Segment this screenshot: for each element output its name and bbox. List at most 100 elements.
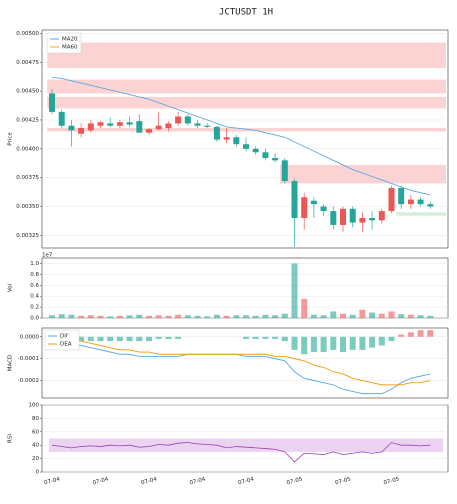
y-tick-label: 40 [32,443,39,449]
macd-bar [78,336,85,342]
candle-body [340,208,346,225]
volume-bar [136,314,143,318]
x-tick-label: 07-04 [92,476,109,486]
zone [47,128,447,132]
macd-bar [126,336,133,342]
candle-body [359,218,366,223]
y-tick-label: 0.4 [30,294,39,300]
macd-bar [107,336,114,342]
y-axis-label: MACD [8,355,14,372]
volume-bar [291,263,298,318]
macd-bar [359,336,366,350]
macd-bar [349,336,356,350]
x-tick-label: 07-04 [44,476,61,486]
candle-body [281,160,288,182]
candle-body [194,123,201,126]
candle-body [378,211,385,221]
volume-bar [213,314,220,318]
volume-bar [146,315,152,318]
series-line [51,334,431,386]
volume-bar [243,315,249,318]
rsi-band [49,438,443,452]
legend-label: MA60 [62,45,78,51]
candle-body [223,137,230,140]
macd-bar [252,336,259,339]
candle-body [97,122,104,126]
zone [279,164,446,184]
volume-bar [378,313,385,318]
candle-body [146,129,152,133]
volume-bar [281,313,288,318]
candle-body [369,218,376,221]
y-tick-label: 0.00450 [16,89,39,95]
macd-bar [175,336,182,339]
macd-bar [330,336,337,350]
volume-bar [223,315,230,318]
volume-bar [407,314,414,318]
zone [47,42,447,69]
macd-bar [388,336,395,342]
candle-body [320,206,327,212]
panel-frame [41,327,449,399]
candle-body [272,158,279,161]
y-tick-label: 0.00475 [16,60,39,66]
y-tick-label: 0.8 [30,272,39,278]
candle-body [252,148,259,153]
volume-bar [107,316,114,318]
volume-bar [233,315,240,318]
macd-bar [398,334,405,337]
candle-body [310,200,317,205]
macd-bar [262,336,269,339]
legend-label: Dif [60,334,69,340]
volume-bar [301,298,308,318]
y-tick-label: 0.00325 [16,233,39,239]
volume-bar [349,314,356,318]
macd-bar [243,336,249,339]
volume-bar [417,315,424,318]
candle-body [407,199,414,205]
y-tick-label: -0.0002 [18,378,39,384]
y-tick-label: 0.00400 [16,146,39,152]
y-axis-label: Price [8,132,14,146]
volume-bar [340,313,346,318]
volume-bar [427,315,434,318]
x-tick-label: 07-04 [238,476,255,486]
macd-bar [272,336,279,339]
y-tick-label: 20 [32,456,39,462]
candle-body [116,122,123,126]
y-tick-label: 0.0 [30,316,39,322]
candle-body [175,116,182,124]
candle-body [58,111,65,126]
y-tick-label: 100 [29,403,40,409]
volume-bar [310,314,317,318]
candle-body [388,188,395,212]
macd-bar [340,336,346,353]
macd-bar [97,336,104,342]
candle-body [87,123,94,131]
macd-bar [116,336,123,342]
y-tick-label: 0 [36,470,40,476]
volume-bar [388,311,395,318]
zone [47,96,447,109]
zone [396,212,446,216]
x-tick-label: 07-05 [286,476,303,486]
y-tick-label: 0.6 [30,283,39,289]
legend-label: DEA [60,342,72,348]
y-tick-label: 80 [32,416,39,422]
legend-label: MA20 [62,37,78,43]
candle-body [68,125,75,131]
candle-body [349,208,356,223]
candle-body [398,188,405,205]
volume-bar [87,315,94,318]
volume-bar [184,315,191,318]
candle-body [78,128,85,134]
macd-bar [427,330,434,337]
candle-body [204,125,211,127]
candle-body [243,144,249,149]
volume-bar [262,314,269,318]
candle-body [165,123,172,129]
volume-bar [252,315,259,318]
legend-box [44,329,80,351]
chart-title: JCTUSDT 1H [219,8,273,18]
